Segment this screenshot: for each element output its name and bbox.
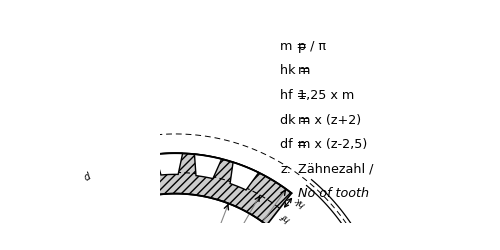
Text: m x (z+2): m x (z+2) [298, 114, 361, 126]
Text: hf =: hf = [280, 89, 307, 102]
Text: hf: hf [280, 211, 292, 224]
Text: m: m [298, 64, 310, 77]
Text: Zähnezahl /: Zähnezahl / [298, 163, 373, 176]
Polygon shape [230, 162, 258, 190]
Text: df =: df = [280, 138, 307, 151]
Polygon shape [116, 156, 143, 182]
Polygon shape [155, 153, 182, 175]
Text: p: p [83, 169, 93, 181]
Text: z:: z: [280, 163, 291, 176]
Text: 1,25 x m: 1,25 x m [298, 89, 354, 102]
Polygon shape [64, 153, 292, 225]
Text: hk: hk [292, 195, 306, 209]
Text: m x (z-2,5): m x (z-2,5) [298, 138, 367, 151]
Polygon shape [194, 154, 222, 179]
Text: dk =: dk = [280, 114, 310, 126]
Text: p / π: p / π [298, 40, 326, 53]
Text: No of tooth: No of tooth [298, 188, 369, 200]
Text: hk =: hk = [280, 64, 310, 77]
Text: m =: m = [280, 40, 307, 53]
